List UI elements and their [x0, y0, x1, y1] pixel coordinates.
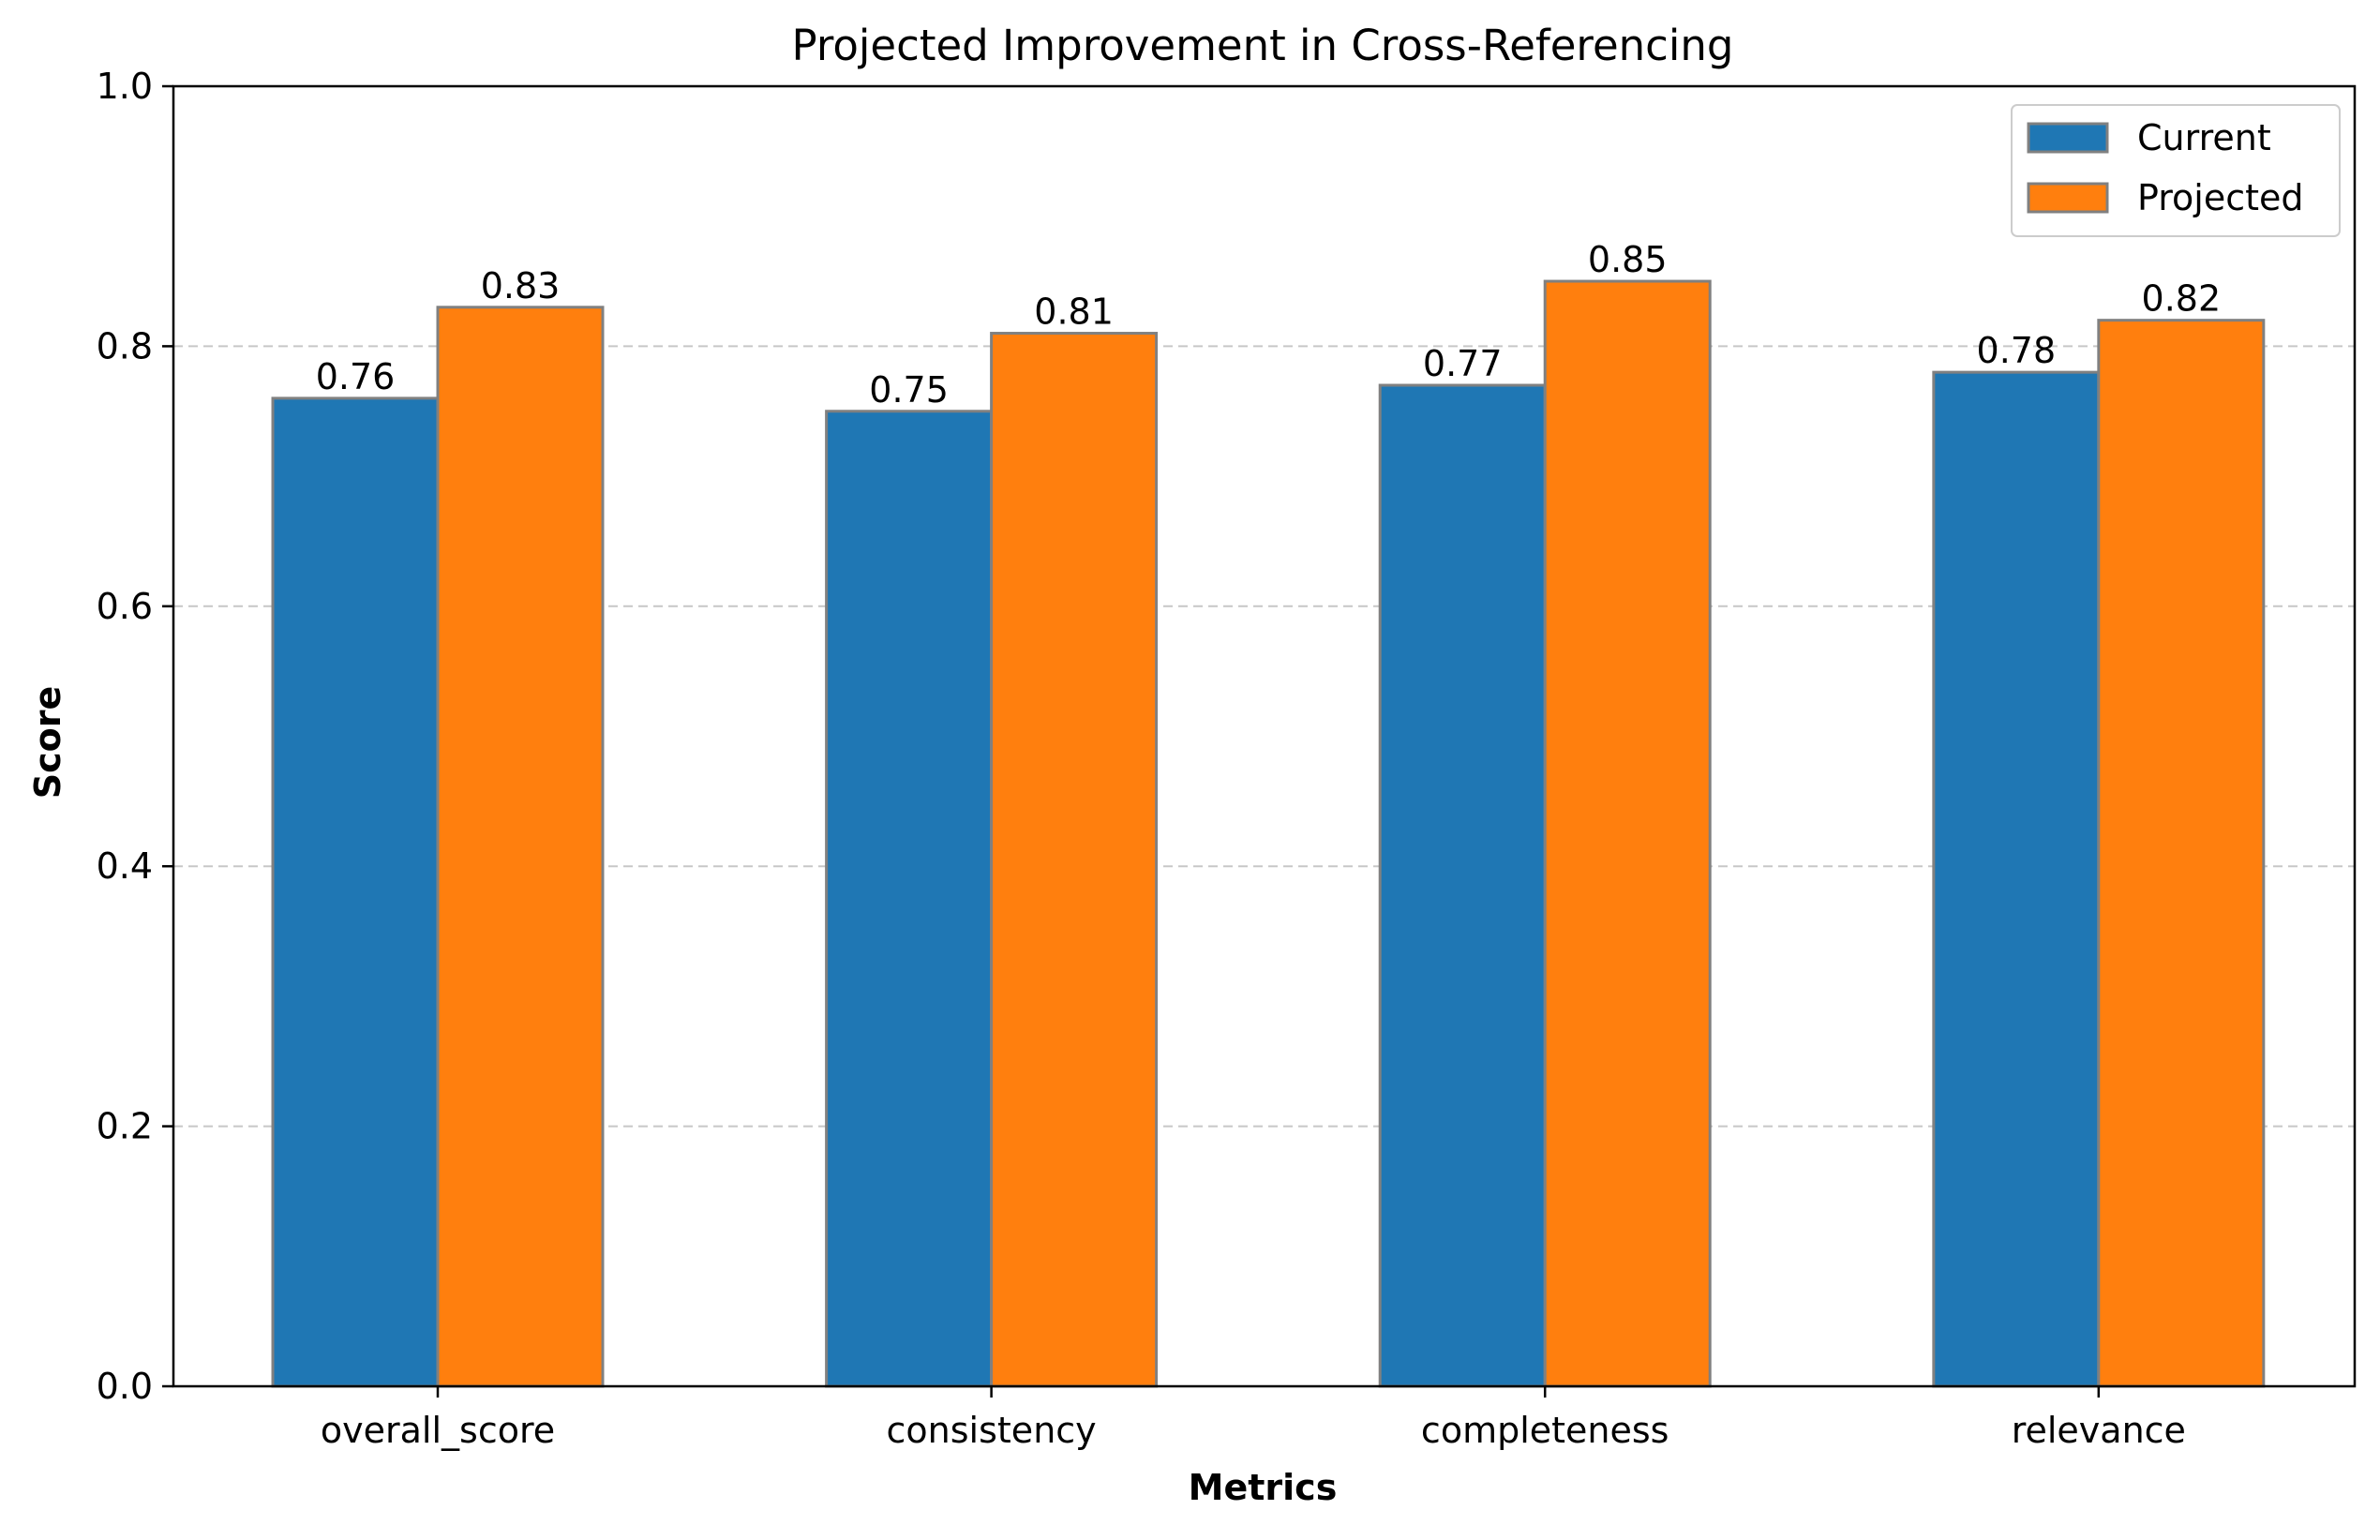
data-label: 0.76: [316, 356, 396, 397]
x-tick-label: consistency: [887, 1410, 1097, 1451]
legend-swatch-projected: [2027, 182, 2109, 214]
legend-label-projected: Projected: [2137, 177, 2304, 218]
data-label: 0.77: [1423, 343, 1503, 384]
legend: Current Projected: [2011, 104, 2341, 237]
data-label: 0.78: [1977, 330, 2057, 371]
data-labels: 0.76 0.83 0.75 0.81 0.77 0.85 0.78 0.82: [316, 239, 2221, 411]
bar-current-overall_score: [271, 396, 440, 1388]
data-label: 0.83: [481, 265, 561, 307]
x-tick-label: overall_score: [321, 1410, 555, 1451]
axis-ticks: 0.0 0.2 0.4 0.6 0.8 1.0 overall_score consisten…: [97, 66, 2186, 1451]
y-tick-label: 0.0: [97, 1366, 153, 1407]
y-tick-label: 0.6: [97, 586, 153, 627]
bar-current-relevance: [1932, 370, 2101, 1388]
data-label: 0.85: [1588, 239, 1668, 280]
x-tick-label: completeness: [1421, 1410, 1669, 1451]
legend-label-current: Current: [2137, 117, 2271, 158]
chart-title: Projected Improvement in Cross-Referenci…: [792, 21, 1734, 70]
y-tick-label: 1.0: [97, 66, 153, 107]
x-tick-label: relevance: [2012, 1410, 2186, 1451]
legend-swatch-current: [2027, 122, 2109, 154]
y-tick-label: 0.8: [97, 325, 153, 366]
plot-frame: [172, 84, 2357, 1388]
y-tick-label: 0.4: [97, 845, 153, 887]
bar-projected-completeness: [1543, 279, 1712, 1388]
data-label: 0.75: [869, 369, 949, 411]
y-tick-label: 0.2: [97, 1106, 153, 1147]
bar-current-consistency: [825, 410, 994, 1388]
bar-projected-overall_score: [436, 306, 605, 1388]
data-label: 0.82: [2142, 278, 2222, 320]
bar-current-completeness: [1378, 383, 1547, 1388]
y-axis-label: Score: [27, 686, 68, 800]
bar-projected-relevance: [2097, 319, 2266, 1388]
data-label: 0.81: [1034, 292, 1114, 333]
bar-projected-consistency: [990, 332, 1159, 1388]
x-axis-label: Metrics: [1189, 1467, 1338, 1508]
